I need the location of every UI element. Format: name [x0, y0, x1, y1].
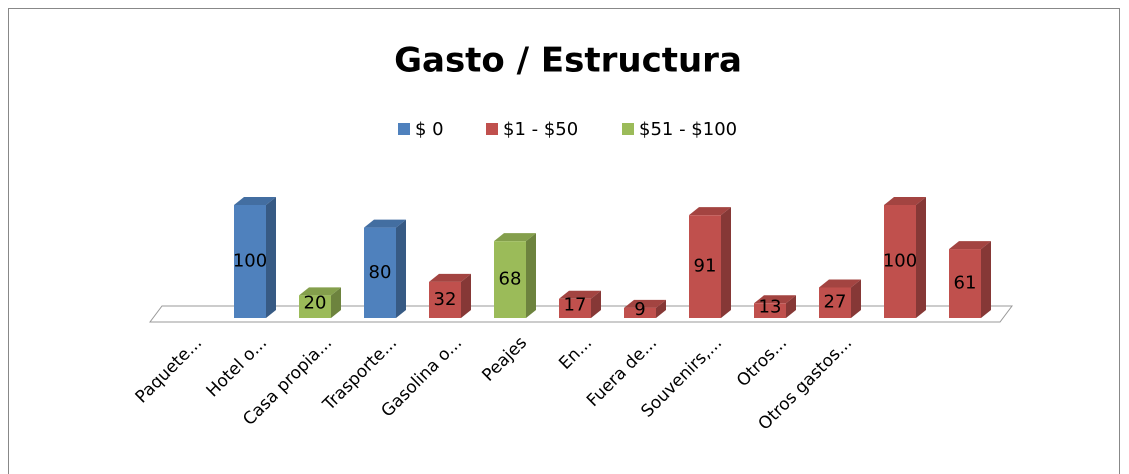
- bar-top: [884, 197, 926, 205]
- bar-side: [331, 287, 341, 318]
- bar: [884, 197, 926, 318]
- data-label: 91: [694, 256, 717, 277]
- data-label: 13: [759, 297, 782, 318]
- bar: [494, 233, 536, 318]
- bar: [559, 290, 601, 318]
- bar-side: [851, 279, 861, 318]
- bar-side: [721, 207, 731, 318]
- chart-title: Gasto / Estructura: [394, 41, 742, 81]
- bar-side: [981, 241, 991, 318]
- bar-top: [559, 290, 601, 299]
- bar-top: [364, 219, 406, 228]
- bar-top: [819, 279, 861, 288]
- data-label: 100: [883, 251, 917, 272]
- legend-swatch: [486, 123, 498, 135]
- data-label: 32: [434, 289, 457, 310]
- bar-front: [754, 303, 786, 318]
- data-label: 100: [233, 251, 267, 272]
- bar: [299, 287, 341, 318]
- bar-top: [234, 197, 276, 205]
- bar-front: [819, 287, 851, 318]
- legend-swatch: [398, 123, 410, 135]
- legend-label: $ 0: [415, 119, 444, 140]
- bar-top: [494, 233, 536, 242]
- bar-side: [591, 290, 601, 318]
- data-label: 80: [369, 262, 392, 283]
- bar-front: [884, 205, 916, 318]
- data-label: 20: [304, 293, 327, 314]
- bar-front: [299, 295, 331, 318]
- legend-swatch: [622, 123, 634, 135]
- bar: [624, 299, 666, 318]
- data-label: 17: [564, 294, 587, 315]
- bar: [689, 207, 731, 318]
- bar-front: [494, 241, 526, 318]
- data-label: 27: [824, 292, 847, 313]
- bar-side: [786, 295, 796, 318]
- bar: [429, 273, 471, 318]
- bar-top: [754, 295, 796, 304]
- bar-side: [656, 299, 666, 318]
- legend-label: $1 - $50: [503, 119, 578, 140]
- bar-front: [234, 205, 266, 318]
- bar-front: [624, 307, 656, 318]
- bar-side: [266, 197, 276, 318]
- bar-side: [916, 197, 926, 318]
- bar: [754, 295, 796, 318]
- data-label: 61: [954, 273, 977, 294]
- bar-front: [949, 249, 981, 318]
- bar-front: [364, 227, 396, 318]
- bar: [819, 279, 861, 318]
- legend-label: $51 - $100: [639, 119, 737, 140]
- bar: [364, 219, 406, 318]
- bar-top: [689, 207, 731, 216]
- bar-front: [429, 281, 461, 318]
- data-label: 68: [499, 269, 522, 290]
- chart-border: [8, 8, 1120, 474]
- bar-top: [299, 287, 341, 296]
- bar-front: [689, 215, 721, 318]
- bar-side: [396, 219, 406, 318]
- bar-top: [949, 241, 991, 250]
- bar: [234, 197, 276, 318]
- bar-top: [429, 273, 471, 282]
- bar-front: [559, 298, 591, 318]
- bar-side: [526, 233, 536, 318]
- bar-side: [461, 273, 471, 318]
- bar-top: [624, 299, 666, 308]
- data-label: 9: [634, 299, 645, 320]
- bar: [949, 241, 991, 318]
